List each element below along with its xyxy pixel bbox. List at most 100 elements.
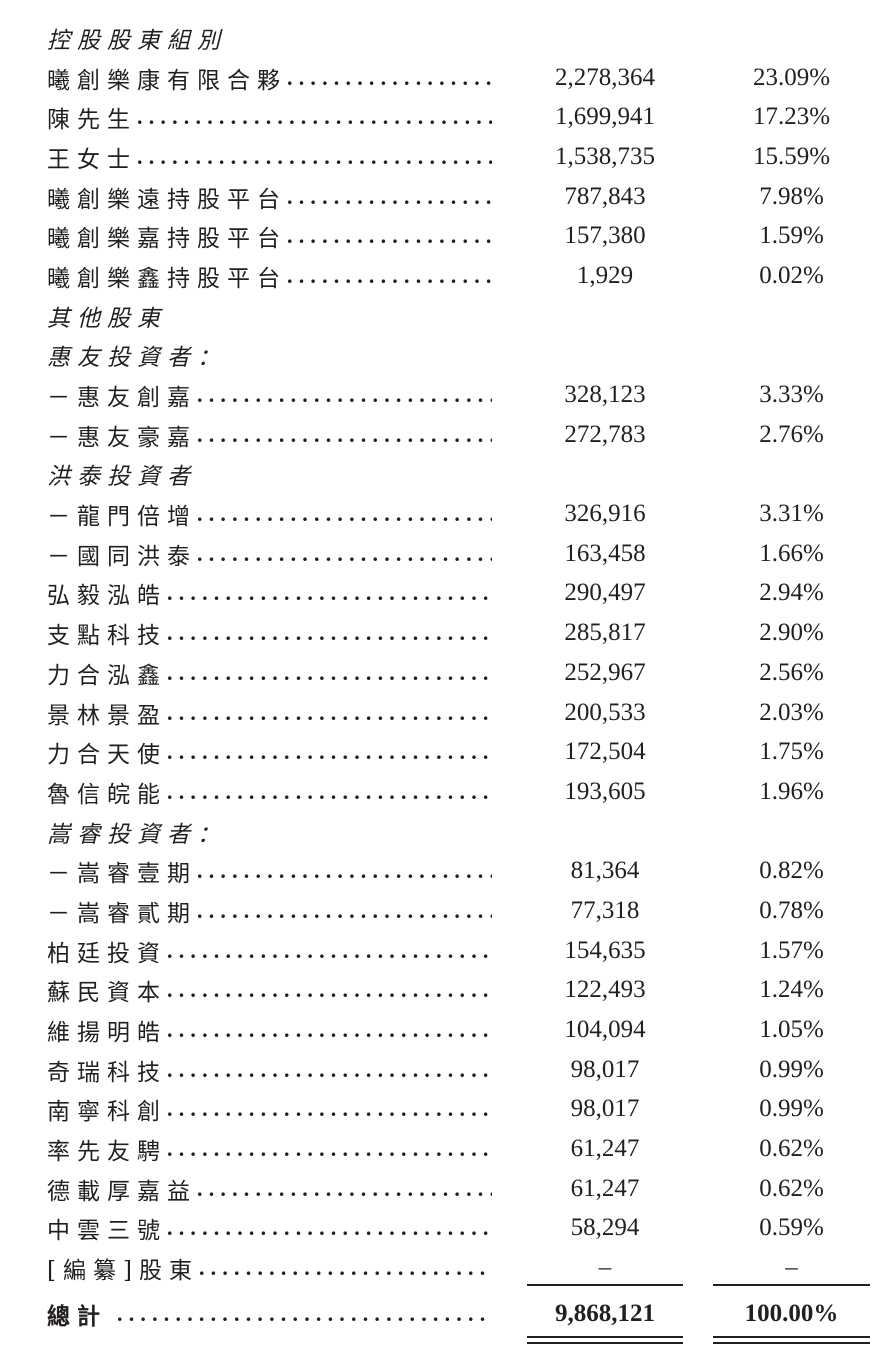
row-label: 曦創樂康有限合夥: [47, 67, 287, 94]
dot-leader: ........................................…: [167, 1136, 492, 1162]
share-percent: 17.23%: [752, 103, 831, 131]
label-cell: 魯信皖能....................................…: [47, 775, 492, 809]
dot-leader: ........................................…: [198, 1255, 492, 1281]
share-count: 1,929: [576, 261, 634, 289]
share-count: 1,538,735: [555, 142, 655, 170]
row-label: 曦創樂嘉持股平台: [47, 226, 287, 253]
share-percent: 0.82%: [759, 857, 824, 885]
label-cell: 力合天使....................................…: [47, 735, 492, 769]
shareholder-row: 王女士.....................................…: [0, 137, 890, 177]
dot-leader: ........................................…: [167, 659, 492, 685]
shareholder-row: 陳先生.....................................…: [0, 97, 890, 137]
dot-leader: ........................................…: [167, 699, 492, 725]
shareholder-row: 魯信皖能....................................…: [0, 772, 890, 812]
shareholder-row: 德載厚嘉益...................................…: [0, 1169, 890, 1209]
share-percent: 2.56%: [759, 658, 824, 686]
row-label: 力合天使: [47, 742, 167, 769]
row-label: 柏廷投資: [47, 940, 167, 967]
share-count: 163,458: [564, 539, 646, 567]
shareholder-row: 支點科技....................................…: [0, 613, 890, 653]
row-label: 支點科技: [47, 623, 167, 650]
shareholding-table: 控股股東組別曦創樂康有限合夥..........................…: [0, 18, 890, 1288]
row-label: 曦創樂遠持股平台: [47, 186, 287, 213]
section-heading-row: 洪泰投資者: [0, 455, 890, 495]
dot-leader: ........................................…: [167, 937, 492, 963]
share-percent: 3.31%: [759, 500, 824, 528]
row-label: 嵩睿投資者：: [47, 821, 227, 848]
dot-leader: ........................................…: [287, 64, 492, 90]
row-label: 陳先生: [47, 107, 137, 134]
share-count: 104,094: [564, 1016, 646, 1044]
label-cell: 曦創樂康有限合夥................................…: [47, 61, 492, 95]
share-count: 172,504: [564, 738, 646, 766]
section-heading-row: 其他股東: [0, 296, 890, 336]
dot-leader: ........................................…: [167, 1215, 492, 1241]
label-cell: 景林景盈....................................…: [47, 696, 492, 730]
dot-leader: ........................................…: [197, 897, 492, 923]
share-count: 328,123: [564, 381, 646, 409]
share-count: 787,843: [564, 182, 646, 210]
total-label-cell: 總計 .....................................…: [47, 1297, 492, 1331]
dot-leader: ........................................…: [287, 262, 492, 288]
share-count: 98,017: [570, 1095, 640, 1123]
share-percent: 15.59%: [752, 142, 831, 170]
label-cell: 曦創樂鑫持股平台................................…: [47, 259, 492, 293]
share-count: 154,635: [564, 936, 646, 964]
share-count: 122,493: [564, 976, 646, 1004]
label-cell: 奇瑞科技....................................…: [47, 1053, 492, 1087]
shareholder-row: 曦創樂鑫持股平台................................…: [0, 256, 890, 296]
share-count: 285,817: [564, 619, 646, 647]
total-label: 總計: [47, 1302, 107, 1330]
subtotal-rule-percent: [713, 1284, 870, 1286]
section-heading-row: 惠友投資者：: [0, 336, 890, 376]
dot-leader: ........................................…: [197, 501, 492, 527]
row-label: 奇瑞科技: [47, 1059, 167, 1086]
shareholder-row: 蘇民資本....................................…: [0, 971, 890, 1011]
shareholder-row: 率先友騁....................................…: [0, 1129, 890, 1169]
shareholder-row: 曦創樂康有限合夥................................…: [0, 58, 890, 98]
row-label: 魯信皖能: [47, 781, 167, 808]
label-cell: 陳先生.....................................…: [47, 100, 492, 134]
row-label: －惠友創嘉: [47, 385, 197, 412]
row-label: 中雲三號: [47, 1218, 167, 1245]
share-count: 272,783: [564, 420, 646, 448]
dot-leader: ........................................…: [197, 540, 492, 566]
share-percent: 2.94%: [759, 579, 824, 607]
share-count: 2,278,364: [555, 63, 655, 91]
row-label: －龍門倍增: [47, 504, 197, 531]
share-percent: 0.02%: [759, 261, 824, 289]
row-label: 維揚明皓: [47, 1020, 167, 1047]
label-cell: 柏廷投資....................................…: [47, 934, 492, 968]
row-label: 弘毅泓皓: [47, 583, 167, 610]
share-percent: 0.99%: [759, 1095, 824, 1123]
share-percent: 0.62%: [759, 1135, 824, 1163]
shareholder-row: 弘毅泓皓....................................…: [0, 574, 890, 614]
row-label: 其他股東: [47, 305, 167, 332]
share-percent: 1.66%: [759, 539, 824, 567]
share-count: 290,497: [564, 579, 646, 607]
section-heading-row: 控股股東組別: [0, 18, 890, 58]
shareholder-row: －龍門倍增...................................…: [0, 494, 890, 534]
total-shares: 9,868,121: [555, 1299, 655, 1327]
dot-leader: ........................................…: [287, 223, 492, 249]
label-cell: 蘇民資本....................................…: [47, 973, 492, 1007]
dot-leader: ........................................…: [167, 620, 492, 646]
dot-leader: ........................................…: [197, 382, 492, 408]
dot-leader: ........................................…: [167, 1096, 492, 1122]
share-percent: 2.76%: [759, 420, 824, 448]
shareholder-row: 力合天使....................................…: [0, 732, 890, 772]
share-count: 200,533: [564, 698, 646, 726]
shareholder-row: －嵩睿貳期...................................…: [0, 891, 890, 931]
label-cell: 控股股東組別: [47, 21, 492, 55]
row-label: 蘇民資本: [47, 980, 167, 1007]
label-cell: 弘毅泓皓....................................…: [47, 576, 492, 610]
label-cell: 德載厚嘉益...................................…: [47, 1172, 492, 1206]
label-cell: 其他股東: [47, 299, 492, 333]
dot-leader: ........................................…: [197, 421, 492, 447]
share-count: 81,364: [570, 857, 640, 885]
share-percent: 0.99%: [759, 1055, 824, 1083]
shareholder-row: －惠友豪嘉...................................…: [0, 415, 890, 455]
share-percent: 2.90%: [759, 619, 824, 647]
share-percent: 0.78%: [759, 896, 824, 924]
label-cell: －龍門倍增...................................…: [47, 497, 492, 531]
